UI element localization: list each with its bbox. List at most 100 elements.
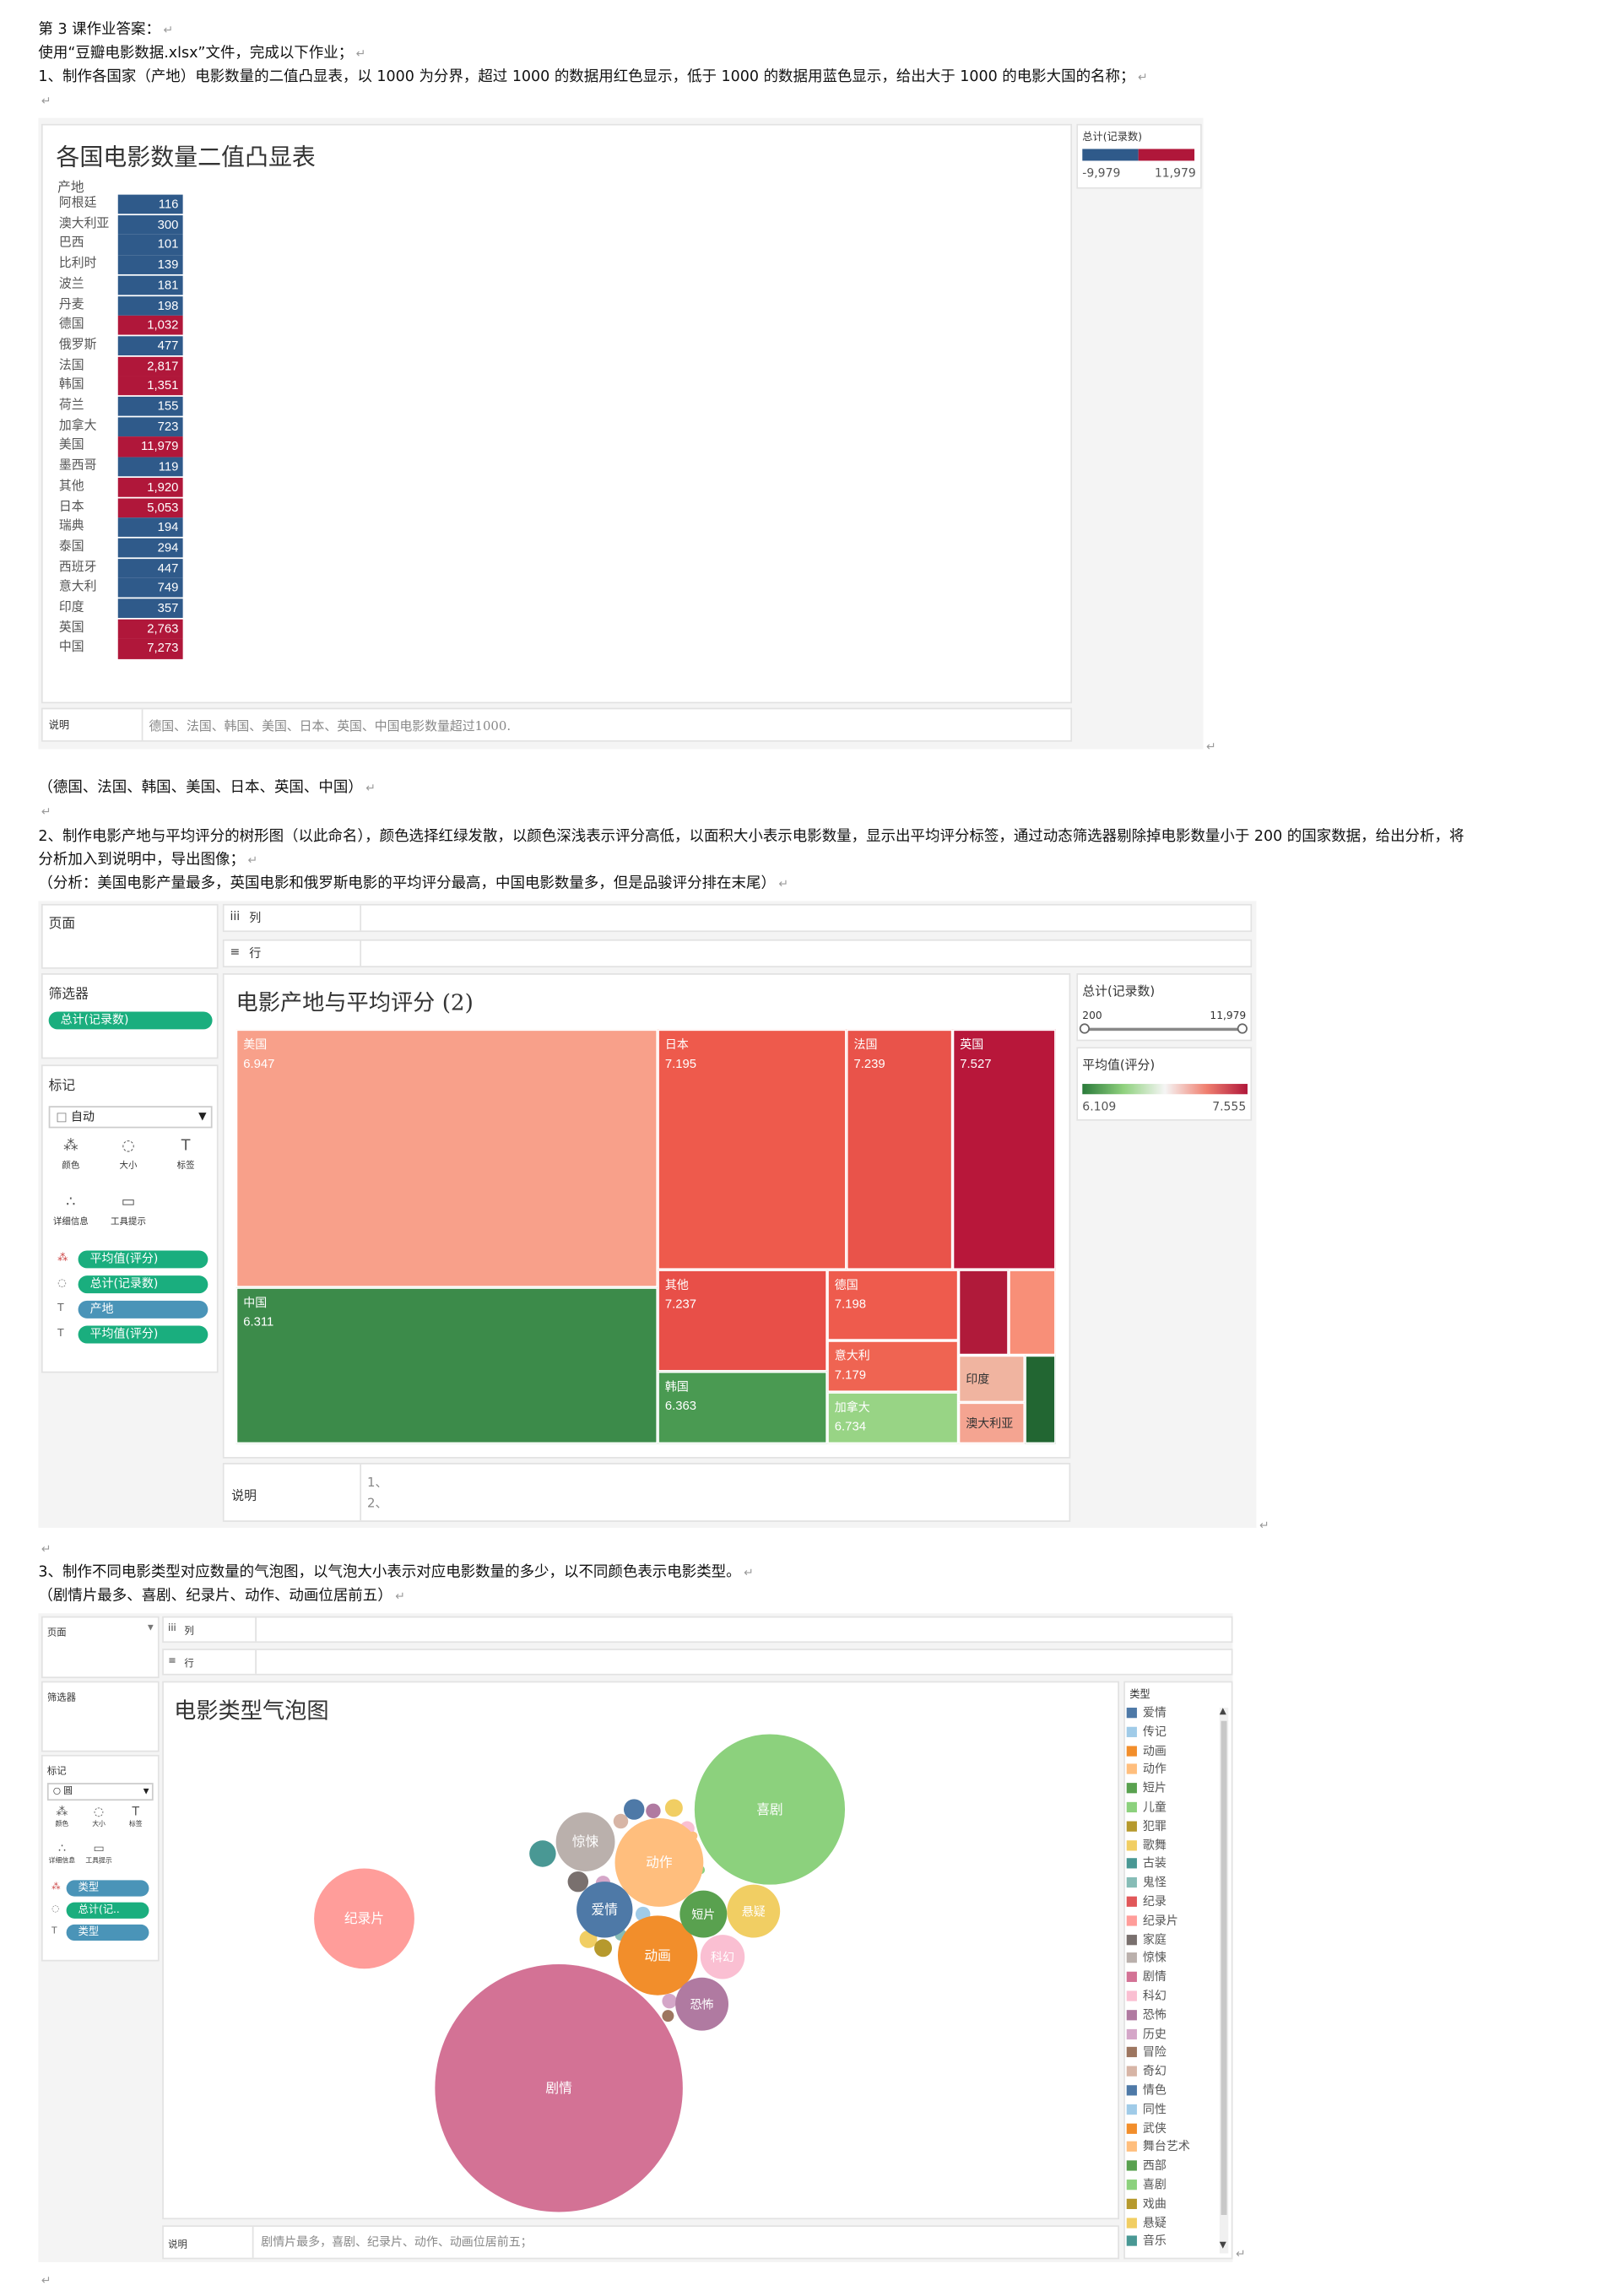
legend-item[interactable]: 爱情 (1126, 1705, 1167, 1724)
legend-item[interactable]: 儿童 (1126, 1799, 1167, 1817)
legend-item[interactable]: 纪录 (1126, 1893, 1167, 1912)
label-button[interactable]: T 标签 (166, 1137, 204, 1175)
chart3-size-button[interactable]: ◌ 大小 (84, 1804, 114, 1842)
chart1-caption-label: 说明 (48, 719, 70, 732)
legend-scroll-up-icon[interactable]: ▲ (1219, 1706, 1226, 1717)
chart3-marks-type-dropdown[interactable]: ○ 圆 ▼ (46, 1783, 154, 1801)
legend-swatch (1126, 1708, 1137, 1719)
marks-pill-size-icon: ◌ (57, 1276, 67, 1289)
legend-item[interactable]: 同性 (1126, 2101, 1167, 2120)
size-legend-max: 11,979 (1210, 1010, 1247, 1022)
chart2-rows-shelf[interactable]: ≡ 行 (222, 939, 1253, 968)
count-value: 749 (157, 580, 179, 595)
legend-item[interactable]: 惊悚 (1126, 1950, 1167, 1968)
size-slider-handle-left[interactable] (1079, 1023, 1091, 1034)
chart3-pages-label: 页面 (46, 1626, 67, 1638)
chart1-caption: 说明 德国、法国、韩国、美国、日本、英国、中国电影数量超过1000. (41, 707, 1073, 742)
question-2-b: 分析加入到说明中，导出图像； ↵ (38, 852, 258, 869)
legend-item[interactable]: 纪录片 (1126, 1913, 1178, 1931)
count-cell: 300 (117, 214, 183, 235)
legend-item[interactable]: 动作 (1126, 1762, 1167, 1780)
size-slider-track[interactable] (1082, 1027, 1242, 1032)
legend-item[interactable]: 短片 (1126, 1780, 1167, 1799)
size-button[interactable]: ◌ 大小 (109, 1137, 147, 1175)
filter-pill-count[interactable]: 总计(记录数) (48, 1011, 213, 1030)
tooltip-button[interactable]: ▭ 工具提示 (109, 1193, 147, 1231)
legend-item[interactable]: 奇幻 (1126, 2063, 1167, 2082)
chart3-pill-count-size[interactable]: 总计(记.. (66, 1902, 149, 1919)
table-row: 泰国 294 (56, 538, 183, 558)
legend-item[interactable]: 犯罪 (1126, 1818, 1167, 1837)
legend-scroll-down-icon[interactable]: ▼ (1219, 2239, 1226, 2250)
legend-item[interactable]: 舞台艺术 (1126, 2139, 1190, 2158)
legend-item[interactable]: 情色 (1126, 2082, 1167, 2101)
marks-pill-country[interactable]: 产地 (78, 1300, 208, 1319)
size-slider-handle-right[interactable] (1237, 1023, 1248, 1034)
legend-item[interactable]: 古装 (1126, 1855, 1167, 1874)
legend-item[interactable]: 动画 (1126, 1742, 1167, 1761)
chart2-pages-shelf[interactable]: 页面 (41, 903, 219, 969)
tile-score-label: 6.734 (834, 1418, 866, 1434)
chart3-pill-type-color[interactable]: 类型 (66, 1880, 149, 1897)
detail-button[interactable]: ∴ 详细信息 (51, 1193, 89, 1231)
legend-item[interactable]: 科幻 (1126, 1988, 1167, 2006)
treemap-tile-unlabeled (958, 1270, 1009, 1356)
chart3-columns-shelf[interactable]: iii 列 (162, 1616, 1233, 1643)
legend-item[interactable]: 音乐 (1126, 2234, 1167, 2252)
chart3-label-button[interactable]: T 标签 (121, 1804, 150, 1842)
detail-icon: ∴ (66, 1194, 76, 1211)
tile-label: 意大利 7.179 (835, 1348, 870, 1384)
legend-item[interactable]: 恐怖 (1126, 2006, 1167, 2025)
legend-item[interactable]: 传记 (1126, 1724, 1167, 1742)
country-label: 丹麦 (58, 297, 84, 312)
chart3-pill-type-label[interactable]: 类型 (66, 1924, 149, 1941)
legend-label: 动画 (1142, 1743, 1167, 1757)
chart3-color-button[interactable]: ⁂ 颜色 (47, 1804, 77, 1842)
marks-type-dropdown[interactable]: □ 自动 ▼ (48, 1106, 213, 1129)
color-label: 颜色 (62, 1160, 80, 1172)
chart3-size-label: 大小 (92, 1821, 106, 1829)
tile-score-label: 7.237 (664, 1296, 697, 1312)
bubble (679, 1890, 728, 1938)
legend-item[interactable]: 悬疑 (1126, 2214, 1167, 2233)
color-button[interactable]: ⁂ 颜色 (51, 1137, 89, 1175)
chart3-detail-button[interactable]: ∴ 详细信息 (47, 1840, 77, 1878)
chart3-tooltip-button[interactable]: ▭ 工具提示 (84, 1840, 114, 1878)
color-legend-min: 6.109 (1082, 1100, 1117, 1113)
chart1-legend-title: 总计(记录数) (1082, 131, 1142, 144)
tile-score-label: 6.947 (243, 1055, 275, 1071)
tile-country-label: 加拿大 (834, 1400, 870, 1415)
legend-item[interactable]: 西部 (1126, 2158, 1167, 2176)
bubble-small (567, 1871, 589, 1893)
legend-item[interactable]: 武侠 (1126, 2120, 1167, 2138)
chart2-columns-shelf[interactable]: iii 列 (222, 903, 1253, 933)
legend-label: 纪录片 (1142, 1914, 1178, 1927)
legend-item[interactable]: 歌舞 (1126, 1837, 1167, 1855)
legend-item[interactable]: 家庭 (1126, 1931, 1167, 1950)
marks-pill-count-size[interactable]: 总计(记录数) (78, 1275, 208, 1294)
table-row: 美国 11,979 (56, 436, 183, 458)
chart3-filters-label: 筛选器 (46, 1691, 76, 1703)
legend-item[interactable]: 鬼怪 (1126, 1875, 1167, 1893)
treemap-tile: 澳大利亚 (958, 1402, 1026, 1444)
legend-item[interactable]: 喜剧 (1126, 2177, 1167, 2196)
marks-pill-avg-score-color[interactable]: 平均值(评分) (78, 1250, 208, 1269)
table-row: 瑞典 194 (56, 517, 183, 539)
marks-pill-avg-score-label[interactable]: 平均值(评分) (78, 1325, 208, 1344)
chart3-rows-shelf[interactable]: ≡ 行 (162, 1649, 1233, 1676)
chart3-pages-shelf[interactable]: 页面 ▼ (41, 1616, 160, 1679)
treemap-tile: 美国 6.947 (235, 1029, 658, 1288)
bubble-label: 喜剧 (756, 1801, 782, 1817)
legend-scroll-thumb[interactable] (1221, 1720, 1227, 2215)
legend-label: 古装 (1142, 1857, 1167, 1871)
chart2-caption-label: 说明 (231, 1489, 257, 1504)
legend-swatch (1126, 2085, 1137, 2096)
chart2-caption-line-2: 2、 (367, 1497, 388, 1512)
legend-item[interactable]: 戏曲 (1126, 2196, 1167, 2214)
legend-label: 鬼怪 (1142, 1876, 1167, 1890)
legend-item[interactable]: 冒险 (1126, 2044, 1167, 2063)
tile-country-label: 澳大利亚 (966, 1416, 1014, 1431)
legend-item[interactable]: 剧情 (1126, 1969, 1167, 1988)
chart1-view: 各国电影数量二值凸显表 产地 (41, 123, 1073, 704)
legend-item[interactable]: 历史 (1126, 2026, 1167, 2044)
